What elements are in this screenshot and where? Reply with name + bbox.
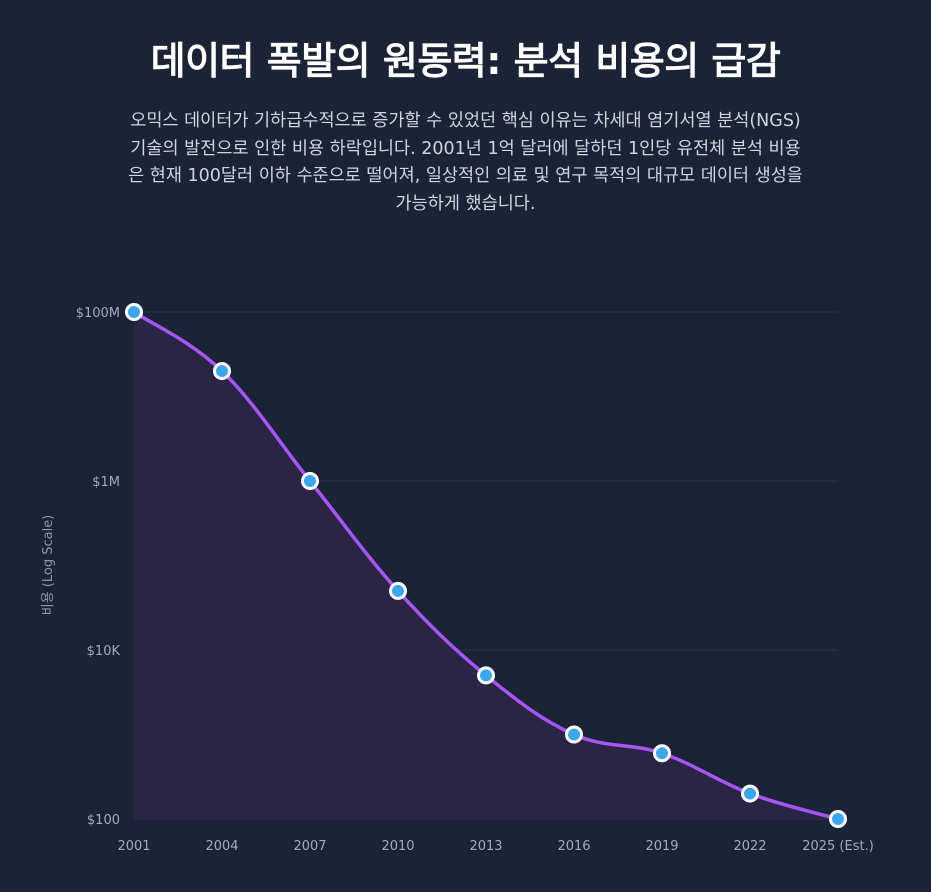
y-tick-label: $1M xyxy=(92,475,120,490)
data-point[interactable] xyxy=(477,666,495,685)
data-point[interactable] xyxy=(565,725,583,744)
data-point[interactable] xyxy=(653,744,671,763)
subtitle-line-3: 은 현재 100달러 이하 수준으로 떨어져, 일상적인 의료 및 연구 목적의… xyxy=(128,166,803,187)
data-point[interactable] xyxy=(829,810,847,828)
data-point[interactable] xyxy=(741,784,759,803)
y-tick-label: $100 xyxy=(87,813,120,828)
subtitle-line-1: 오믹스 데이터가 기하급수적으로 증가할 수 있었던 핵심 이유는 차세대 염기… xyxy=(130,111,801,131)
x-tick-labels: 2001 2004 2007 2010 2013 2016 2019 2022 2025 (Es… xyxy=(117,839,873,854)
data-point[interactable] xyxy=(213,362,231,381)
area-layer xyxy=(134,312,838,819)
line-layer xyxy=(132,310,840,821)
subtitle-line-4: 가능하게 했습니다. xyxy=(395,193,536,214)
chart-subtitle: 오믹스 데이터가 기하급수적으로 증가할 수 있었던 핵심 이유는 차세대 염기… xyxy=(28,108,903,219)
point-layer xyxy=(125,303,847,828)
area-fill xyxy=(134,312,838,819)
y-tick-labels: $100M $1M $10K $100 xyxy=(76,306,121,828)
y-tick-label: $100M xyxy=(76,306,120,321)
subtitle-line-2: 기술의 발전으로 인한 비용 하락입니다. 2001년 1억 달러에 달하던 1… xyxy=(130,138,801,159)
x-tick-label: 2022 xyxy=(733,839,766,854)
y-axis-title: 비용 (Log Scale) xyxy=(41,515,56,616)
x-tick-label: 2019 xyxy=(645,839,678,854)
x-tick-label: 2013 xyxy=(469,839,502,854)
y-tick-label: $10K xyxy=(87,644,121,659)
data-point[interactable] xyxy=(125,303,143,321)
series-line xyxy=(132,310,840,821)
data-point[interactable] xyxy=(301,472,319,490)
x-tick-label: 2004 xyxy=(205,839,238,854)
x-tick-label: 2001 xyxy=(117,839,150,854)
x-tick-label: 2016 xyxy=(557,839,590,854)
chart-title: 데이터 폭발의 원동력: 분석 비용의 급감 xyxy=(150,39,781,83)
x-tick-label: 2025 (Est.) xyxy=(802,839,874,854)
data-point[interactable] xyxy=(389,581,407,600)
x-tick-label: 2010 xyxy=(381,839,414,854)
x-tick-label: 2007 xyxy=(293,839,326,854)
